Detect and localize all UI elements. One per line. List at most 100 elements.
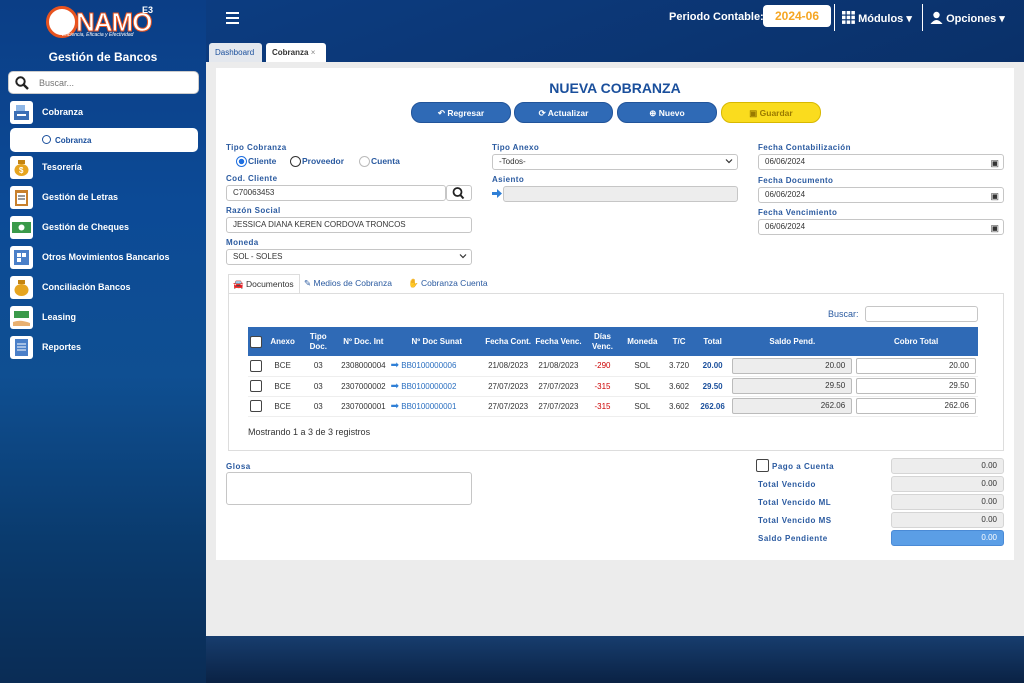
tab-dashboard[interactable]: Dashboard: [209, 43, 262, 62]
doc-sunat-link[interactable]: BB0100000006: [401, 361, 457, 371]
sidebar-item-conciliacion[interactable]: Conciliación Bancos: [10, 275, 198, 299]
hamburger-icon[interactable]: [226, 12, 239, 26]
radio-proveedor[interactable]: Proveedor: [290, 156, 344, 168]
pago-cuenta-field[interactable]: 0.00: [891, 458, 1004, 474]
cobro-input[interactable]: 262.06: [856, 398, 976, 414]
cell-doc-sunat[interactable]: ➡ BB0100000002: [390, 376, 483, 397]
col-doc-sunat[interactable]: Nº Doc Sunat: [390, 327, 483, 356]
radio-icon: [359, 156, 370, 168]
modulos-label: Módulos: [858, 13, 904, 25]
row-checkbox[interactable]: [248, 356, 265, 377]
documentos-table: Anexo Tipo Doc. Nº Doc. Int Nº Doc Sunat…: [248, 327, 978, 417]
cell-doc-int: 2307000002: [336, 376, 391, 397]
sidebar-item-leasing[interactable]: Leasing: [10, 305, 198, 329]
total-vencido-ml-label: Total Vencido ML: [758, 498, 832, 507]
tab-medios[interactable]: ✎ Medios de Cobranza: [304, 274, 392, 293]
tab-label: Cobranza Cuenta: [420, 278, 488, 288]
plus-circle-icon: ⊕: [649, 108, 657, 118]
col-tc[interactable]: T/C: [663, 327, 695, 356]
sidebar-item-cobranza[interactable]: Cobranza: [10, 100, 198, 124]
cell-total: 20.00: [694, 356, 731, 377]
sidebar-item-cheques[interactable]: Gestión de Cheques: [10, 215, 198, 239]
col-tipo-doc[interactable]: Tipo Doc.: [300, 327, 337, 356]
actualizar-button[interactable]: ⟳ Actualizar: [514, 102, 613, 123]
cell-cobro[interactable]: 29.50: [854, 376, 978, 397]
saldo-field: 262.06: [732, 398, 853, 414]
col-saldo-pend[interactable]: Saldo Pend.: [730, 327, 855, 356]
arrow-right-icon: ➡: [390, 400, 400, 412]
row-checkbox[interactable]: [248, 376, 265, 397]
guardar-button[interactable]: ▣ Guardar: [721, 102, 821, 123]
table-search-input[interactable]: [865, 306, 978, 322]
sidebar-item-otros-movimientos[interactable]: Otros Movimientos Bancarios: [10, 245, 198, 269]
col-anexo[interactable]: Anexo: [264, 327, 301, 356]
date-value: 06/06/2024: [765, 157, 806, 166]
sidebar-item-letras[interactable]: Gestión de Letras: [10, 185, 198, 209]
sidebar-item-reportes[interactable]: Reportes: [10, 335, 198, 359]
modulos-menu[interactable]: Módulos ▾: [842, 11, 912, 25]
cobro-input[interactable]: 29.50: [856, 378, 976, 394]
money-bag-icon: [10, 276, 33, 299]
cell-moneda: SOL: [621, 376, 664, 397]
top-bar: Periodo Contable: 2024-06 Módulos ▾ Opci…: [206, 0, 1024, 40]
sidebar-search-input[interactable]: [39, 75, 189, 91]
close-icon[interactable]: ×: [310, 48, 316, 57]
cell-doc-sunat[interactable]: ➡ BB0100000001: [390, 396, 483, 417]
tab-documentos[interactable]: 🚘 Documentos: [228, 274, 300, 293]
moneda-select[interactable]: SOL - SOLES: [226, 249, 472, 265]
divider: [834, 4, 835, 31]
fecha-contab-field[interactable]: 06/06/2024 ▣: [758, 154, 1004, 170]
radio-cliente[interactable]: Cliente: [236, 156, 276, 168]
col-moneda[interactable]: Moneda: [621, 327, 664, 356]
cell-saldo: 262.06: [730, 396, 855, 417]
checkbox-icon: [250, 400, 263, 412]
chevron-down-icon: [725, 159, 733, 164]
doc-sunat-link[interactable]: BB0100000001: [401, 401, 457, 411]
fecha-venc-label: Fecha Vencimiento: [758, 208, 838, 217]
sidebar-item-tesoreria[interactable]: $ Tesorería: [10, 155, 198, 179]
select-all-checkbox[interactable]: [248, 327, 265, 356]
table-row: BCE 03 2307000002 ➡ BB0100000002 27/07/2023 2…: [248, 376, 978, 397]
col-doc-int[interactable]: Nº Doc. Int: [336, 327, 391, 356]
total-vencido-ms-label: Total Vencido MS: [758, 516, 832, 525]
cell-cobro[interactable]: 262.06: [854, 396, 978, 417]
razon-social-field[interactable]: JESSICA DIANA KEREN CORDOVA TRONCOS: [226, 217, 472, 233]
tab-cobranza-cuenta[interactable]: ✋ Cobranza Cuenta: [408, 274, 488, 293]
cliente-search-button[interactable]: [446, 185, 472, 201]
periodo-value[interactable]: 2024-06: [763, 5, 831, 27]
pago-cuenta-checkbox[interactable]: [756, 459, 769, 472]
regresar-button[interactable]: ↶ Regresar: [411, 102, 511, 123]
calendar-icon[interactable]: ▣: [990, 191, 999, 201]
fecha-doc-field[interactable]: 06/06/2024 ▣: [758, 187, 1004, 203]
radio-icon: [236, 156, 247, 168]
submenu-cobranza[interactable]: Cobranza: [10, 128, 198, 152]
glosa-textarea[interactable]: [226, 472, 472, 505]
buscar-label: Buscar:: [828, 309, 859, 319]
hand-icon: ✋: [408, 278, 419, 288]
calendar-icon[interactable]: ▣: [990, 158, 999, 168]
tipo-anexo-select[interactable]: -Todos-: [492, 154, 738, 170]
nuevo-button[interactable]: ⊕ Nuevo: [617, 102, 717, 123]
col-fecha-venc[interactable]: Fecha Venc.: [533, 327, 584, 356]
doc-sunat-link[interactable]: BB0100000002: [401, 381, 457, 391]
cell-dias: -315: [583, 396, 622, 417]
radio-cuenta[interactable]: Cuenta: [359, 156, 400, 168]
cell-cobro[interactable]: 20.00: [854, 356, 978, 377]
col-dias-venc[interactable]: Días Venc.: [583, 327, 622, 356]
fecha-venc-field[interactable]: 06/06/2024 ▣: [758, 219, 1004, 235]
arrow-right-icon: ➡: [390, 380, 400, 392]
row-checkbox[interactable]: [248, 396, 265, 417]
cobro-input[interactable]: 20.00: [856, 357, 976, 374]
cell-moneda: SOL: [621, 356, 664, 377]
tab-cobranza[interactable]: Cobranza ×: [266, 43, 326, 62]
saldo-field: 29.50: [732, 378, 853, 394]
sidebar-search[interactable]: [8, 71, 199, 94]
cod-cliente-field[interactable]: C70063453: [226, 185, 446, 201]
col-cobro-total[interactable]: Cobro Total: [854, 327, 978, 356]
cell-doc-sunat[interactable]: ➡ BB0100000006: [390, 356, 483, 377]
calendar-icon[interactable]: ▣: [990, 223, 999, 233]
opciones-menu[interactable]: Opciones ▾: [930, 11, 1005, 25]
col-fecha-cont[interactable]: Fecha Cont.: [482, 327, 534, 356]
caret-down-icon: ▾: [906, 13, 912, 25]
col-total[interactable]: Total: [694, 327, 731, 356]
